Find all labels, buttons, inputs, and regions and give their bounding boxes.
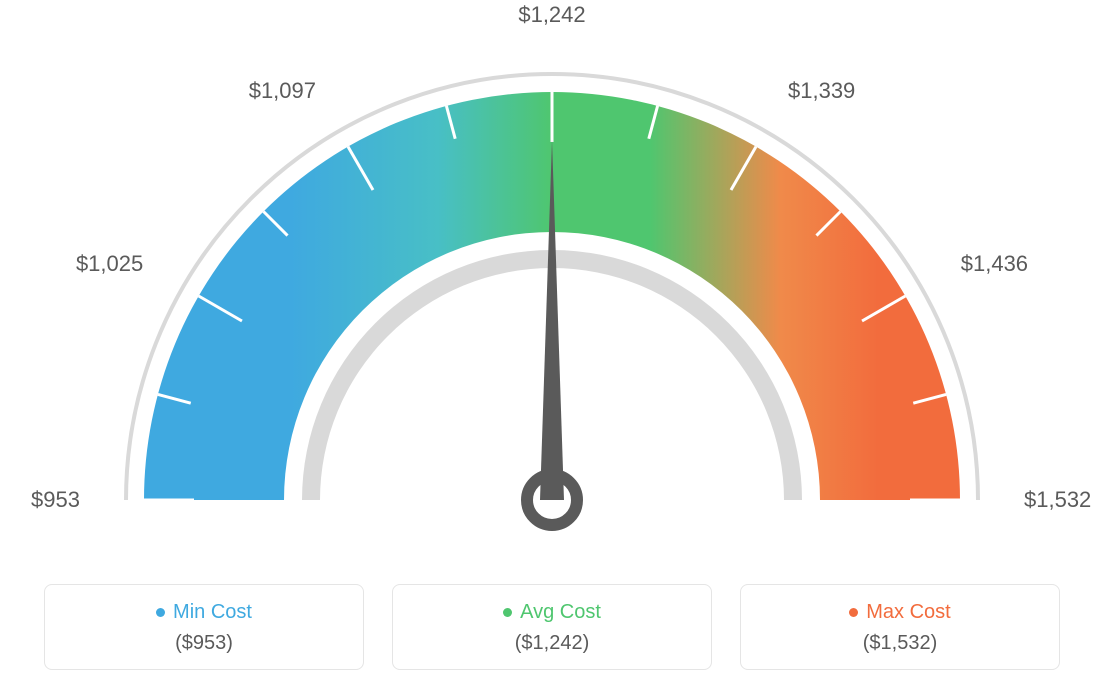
- legend-card-min: Min Cost ($953): [44, 584, 364, 670]
- gauge-tick-label: $1,025: [76, 251, 143, 277]
- gauge-tick-label: $953: [31, 487, 80, 513]
- legend-row: Min Cost ($953) Avg Cost ($1,242) Max Co…: [0, 584, 1104, 670]
- legend-title-avg-text: Avg Cost: [520, 601, 601, 624]
- gauge-tick-label: $1,242: [518, 2, 585, 28]
- legend-title-min: Min Cost: [156, 601, 252, 624]
- legend-value-min: ($953): [55, 632, 353, 655]
- legend-title-max-text: Max Cost: [866, 601, 950, 624]
- gauge-svg: [0, 0, 1104, 560]
- legend-dot-max: [849, 608, 858, 617]
- legend-dot-avg: [503, 608, 512, 617]
- gauge-area: $953 $1,025 $1,097 $1,242 $1,339 $1,436 $1,532: [0, 0, 1104, 560]
- gauge-tick-label: $1,436: [961, 251, 1028, 277]
- legend-value-max: ($1,532): [751, 632, 1049, 655]
- legend-card-max: Max Cost ($1,532): [740, 584, 1060, 670]
- legend-title-avg: Avg Cost: [503, 601, 601, 624]
- gauge-tick-label: $1,532: [1024, 487, 1091, 513]
- legend-title-min-text: Min Cost: [173, 601, 252, 624]
- legend-dot-min: [156, 608, 165, 617]
- legend-title-max: Max Cost: [849, 601, 950, 624]
- legend-value-avg: ($1,242): [403, 632, 701, 655]
- legend-card-avg: Avg Cost ($1,242): [392, 584, 712, 670]
- gauge-tick-label: $1,097: [249, 78, 316, 104]
- chart-container: $953 $1,025 $1,097 $1,242 $1,339 $1,436 $1,532…: [0, 0, 1104, 690]
- gauge-tick-label: $1,339: [788, 78, 855, 104]
